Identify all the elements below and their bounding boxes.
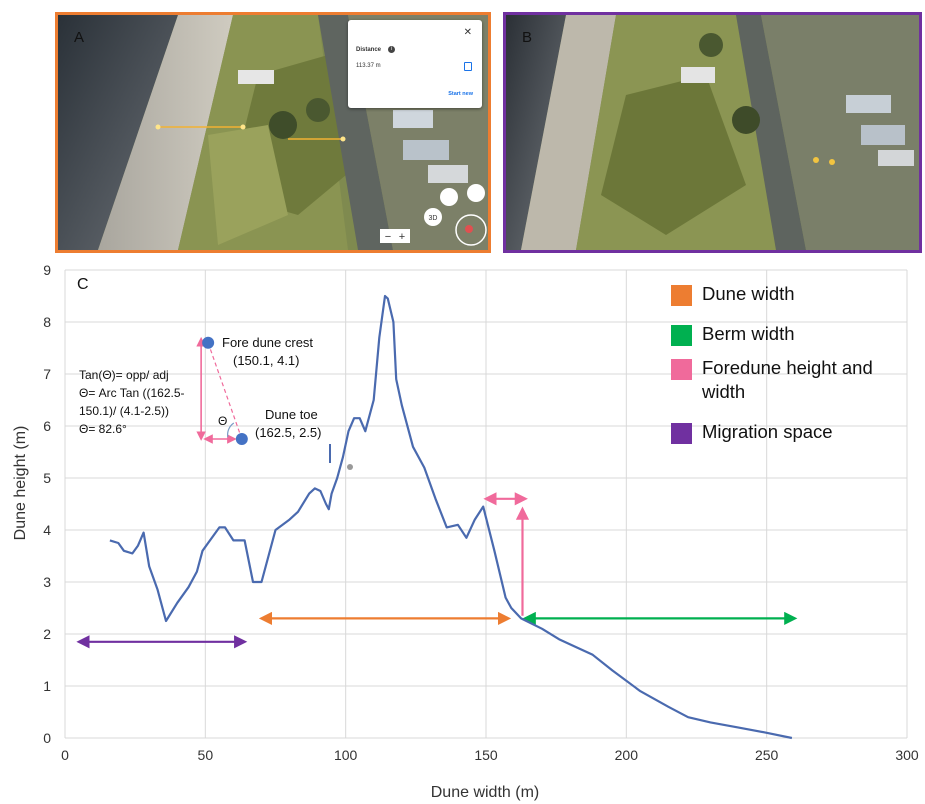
formula-line-1: Tan(Θ)= opp/ adj <box>79 368 169 382</box>
measurement-arrows <box>76 492 798 649</box>
location-icon <box>465 225 473 233</box>
map-controls: 3D − + <box>380 184 487 246</box>
x-tick-label: 300 <box>895 747 919 763</box>
x-axis-label: Dune width (m) <box>431 784 539 801</box>
compass-icon[interactable] <box>467 184 485 202</box>
toe-coords: (162.5, 2.5) <box>255 425 322 440</box>
rotate-icon[interactable] <box>440 188 458 206</box>
chart-grid <box>64 269 908 739</box>
zoom-in-icon[interactable]: + <box>399 231 405 243</box>
marker-icon <box>813 157 819 163</box>
tilt-control[interactable] <box>455 214 487 246</box>
fore-dune-crest-point <box>202 336 215 349</box>
close-icon[interactable]: ✕ <box>463 27 472 38</box>
legend-item-migration-space: Migration space <box>671 420 902 444</box>
zoom-control <box>380 229 410 243</box>
y-tick-label: 5 <box>43 470 51 486</box>
distance-value: 113.37 m <box>356 63 381 69</box>
distance-title: Distance <box>356 47 382 53</box>
legend-label: Migration space <box>702 421 833 442</box>
x-tick-label: 250 <box>755 747 779 763</box>
y-tick-label: 1 <box>43 678 51 694</box>
x-tick-label: 100 <box>334 747 358 763</box>
y-tick-label: 6 <box>43 418 51 434</box>
theta-symbol: Θ <box>218 414 227 428</box>
legend-label: Berm width <box>702 323 795 344</box>
survey-marker <box>347 464 353 470</box>
copy-icon[interactable] <box>464 62 472 71</box>
theta-arc <box>227 422 235 438</box>
zoom-out-icon[interactable]: − <box>385 231 391 243</box>
info-icon[interactable]: i <box>388 46 395 53</box>
dune-toe-point <box>235 433 248 445</box>
y-tick-label: 0 <box>43 730 51 746</box>
crest-label: Fore dune crest <box>222 335 313 350</box>
legend-item-dune-width: Dune width <box>671 282 902 306</box>
legend-swatch <box>671 423 692 444</box>
legend-item-foredune: Foredune height and width <box>671 356 902 404</box>
y-axis-label: Dune height (m) <box>12 426 29 541</box>
3d-mode-label: 3D <box>429 215 438 222</box>
y-tick-label: 9 <box>43 262 51 278</box>
y-tick-label: 2 <box>43 626 51 642</box>
panel-label-a: A <box>74 29 85 46</box>
legend-swatch <box>671 359 692 380</box>
legend-swatch <box>671 325 692 346</box>
formula-line-4: Θ= 82.6° <box>79 422 127 436</box>
y-tick-label: 4 <box>43 522 51 538</box>
legend-label: Dune width <box>702 283 795 304</box>
aerial-view-b: B <box>503 12 922 253</box>
panel-label-c: C <box>77 276 89 293</box>
aerial-image-b <box>506 15 919 250</box>
toe-label: Dune toe <box>265 407 318 422</box>
3d-mode-button[interactable] <box>424 208 442 226</box>
slope-annotation: Fore dune crest (150.1, 4.1) Dune toe (1… <box>79 335 322 445</box>
legend-swatch <box>671 285 692 306</box>
formula-line-2: Θ= Arc Tan ((162.5- <box>79 386 185 400</box>
dune-profile-series <box>109 294 793 740</box>
legend-item-berm-width: Berm width <box>671 322 902 346</box>
crest-coords: (150.1, 4.1) <box>233 353 300 368</box>
legend-label: Foredune height and width <box>702 357 873 402</box>
inset-slope-line <box>207 342 243 440</box>
x-tick-label: 200 <box>615 747 639 763</box>
x-tick-label: 150 <box>474 747 498 763</box>
y-tick-label: 7 <box>43 366 51 382</box>
x-tick-label: 0 <box>61 747 69 763</box>
dune-profile-chart: 0 1 2 3 4 5 6 7 8 9 0 50 100 150 200 250 300 C Dune widt… <box>12 262 919 801</box>
y-tick-label: 3 <box>43 574 51 590</box>
distance-card: Distance i 113.37 m ✕ Start new <box>348 20 482 108</box>
aerial-view-a: 3D − + A Distance i 113.37 m ✕ Start new <box>55 12 491 253</box>
x-tick-label: 50 <box>198 747 214 763</box>
y-tick-label: 8 <box>43 314 51 330</box>
axis-ticks: 0 1 2 3 4 5 6 7 8 9 0 50 100 150 200 250 300 <box>43 262 919 763</box>
formula-line-3: 150.1)/ (4.1-2.5)) <box>79 404 169 418</box>
marker-icon <box>829 159 835 165</box>
panel-label-b: B <box>522 29 533 46</box>
start-new-button[interactable]: Start new <box>448 91 473 97</box>
